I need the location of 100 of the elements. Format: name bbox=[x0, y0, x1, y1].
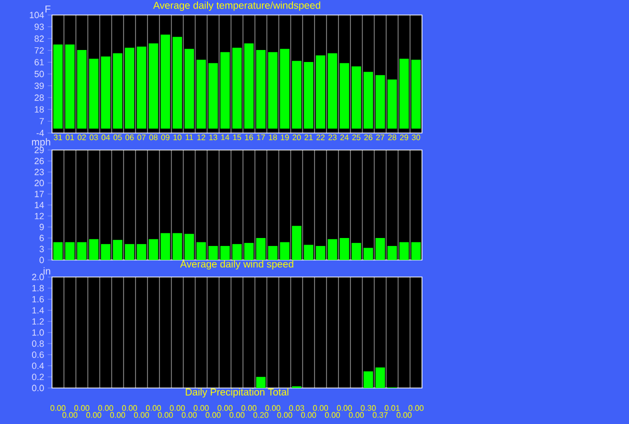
bar bbox=[112, 53, 122, 129]
x-tick-label: 21 bbox=[304, 134, 313, 140]
bar bbox=[352, 66, 362, 129]
bar bbox=[208, 63, 218, 129]
data-label: 0.00 bbox=[313, 405, 328, 411]
y-axis-title: .in bbox=[41, 267, 50, 274]
x-tick-label: 19 bbox=[280, 134, 289, 140]
bar bbox=[220, 52, 230, 129]
y-tick-label: 0.8 bbox=[32, 340, 44, 347]
x-tick-label: 18 bbox=[268, 134, 277, 140]
data-label: 0.00 bbox=[336, 405, 352, 411]
data-label: 0.01 bbox=[384, 405, 400, 411]
chart-title: Average daily temperature/windspeed bbox=[153, 1, 320, 11]
bar bbox=[101, 244, 110, 260]
data-label: 0.00 bbox=[301, 412, 316, 418]
bar bbox=[172, 36, 182, 129]
bar bbox=[340, 238, 350, 260]
y-tick-label: 1.0 bbox=[32, 329, 44, 336]
x-tick-label: 03 bbox=[90, 134, 98, 140]
bar bbox=[316, 55, 326, 129]
y-tick-label: 2.0 bbox=[32, 274, 44, 280]
y-tick-label: 18 bbox=[34, 106, 44, 113]
y-tick-label: 39 bbox=[34, 82, 44, 89]
bar bbox=[77, 242, 87, 260]
x-tick-label: 26 bbox=[364, 134, 372, 140]
data-label: 0.03 bbox=[289, 405, 304, 411]
data-label: 0.00 bbox=[218, 405, 233, 411]
y-tick-label: 3 bbox=[40, 246, 44, 252]
bar bbox=[53, 44, 63, 129]
data-label: 0.00 bbox=[206, 412, 221, 418]
bar bbox=[89, 239, 98, 260]
data-label: 0.00 bbox=[146, 405, 161, 411]
bar bbox=[244, 43, 254, 129]
data-label: 0.30 bbox=[360, 405, 376, 411]
y-tick-label: 0 bbox=[40, 256, 44, 264]
bar bbox=[77, 50, 87, 129]
y-tick-label: 0.2 bbox=[32, 374, 44, 380]
bar bbox=[220, 246, 230, 260]
y-tick-label: 104 bbox=[30, 12, 44, 18]
bar bbox=[268, 246, 278, 260]
x-tick-label: 08 bbox=[149, 134, 158, 140]
y-tick-label: 50 bbox=[34, 70, 44, 78]
bar bbox=[148, 239, 158, 260]
y-tick-label: 29 bbox=[34, 146, 44, 154]
data-label: 0.00 bbox=[230, 412, 244, 418]
data-label: 0.00 bbox=[134, 412, 149, 418]
data-label: 0.00 bbox=[241, 405, 256, 411]
bar bbox=[160, 34, 170, 129]
x-tick-label: 10 bbox=[173, 134, 182, 140]
y-tick-label: 1.8 bbox=[32, 284, 44, 292]
data-label: 0.00 bbox=[158, 412, 173, 418]
bar bbox=[411, 60, 421, 129]
bar bbox=[364, 72, 373, 129]
bar bbox=[232, 48, 242, 129]
y-tick-label: 0.4 bbox=[32, 362, 44, 369]
y-tick-label: 12 bbox=[34, 212, 44, 220]
bar bbox=[148, 43, 158, 129]
data-label: 0.00 bbox=[170, 405, 185, 411]
x-tick-label: 13 bbox=[209, 134, 218, 140]
data-label: 0.00 bbox=[408, 405, 424, 411]
bar bbox=[328, 53, 338, 129]
bar bbox=[124, 48, 134, 129]
y-tick-label: 82 bbox=[34, 35, 44, 42]
y-tick-label: 28 bbox=[34, 94, 44, 101]
x-tick-label: 29 bbox=[400, 134, 408, 140]
bar bbox=[387, 79, 397, 129]
x-tick-label: 04 bbox=[102, 134, 110, 140]
text: Daily Precipitation Total bbox=[186, 388, 288, 398]
data-label: 0.00 bbox=[74, 405, 90, 411]
x-tick-label: 14 bbox=[221, 134, 230, 140]
bar bbox=[256, 50, 266, 129]
data-label: 0.00 bbox=[277, 412, 292, 418]
x-tick-label: 09 bbox=[161, 134, 170, 140]
data-label: 0.00 bbox=[50, 405, 66, 411]
bar bbox=[376, 238, 385, 260]
y-tick-label: 1.2 bbox=[32, 318, 44, 325]
y-tick-label: 26 bbox=[34, 158, 44, 164]
bar bbox=[101, 56, 110, 129]
y-tick-label: 0.0 bbox=[32, 384, 44, 392]
bar bbox=[136, 46, 146, 129]
bar bbox=[340, 63, 350, 129]
x-tick-label: 23 bbox=[328, 134, 337, 140]
data-label: 0.00 bbox=[86, 412, 102, 418]
bar bbox=[124, 244, 134, 260]
y-tick-label: -4 bbox=[36, 130, 44, 136]
bar bbox=[376, 367, 385, 388]
text: Average daily wind speed bbox=[180, 260, 294, 270]
bar bbox=[256, 238, 266, 260]
y-tick-label: 6 bbox=[40, 234, 44, 242]
y-tick-label: 1.6 bbox=[32, 296, 44, 302]
x-tick-label: 05 bbox=[114, 134, 122, 140]
x-tick-label: 30 bbox=[412, 134, 420, 140]
bar bbox=[244, 242, 254, 260]
y-tick-label: 72 bbox=[34, 47, 44, 54]
x-tick-label: 17 bbox=[257, 134, 265, 140]
y-tick-label: 17 bbox=[34, 190, 44, 198]
bar bbox=[196, 60, 206, 129]
bar bbox=[184, 48, 194, 129]
bar bbox=[208, 246, 218, 260]
data-label: 0.00 bbox=[122, 405, 138, 411]
